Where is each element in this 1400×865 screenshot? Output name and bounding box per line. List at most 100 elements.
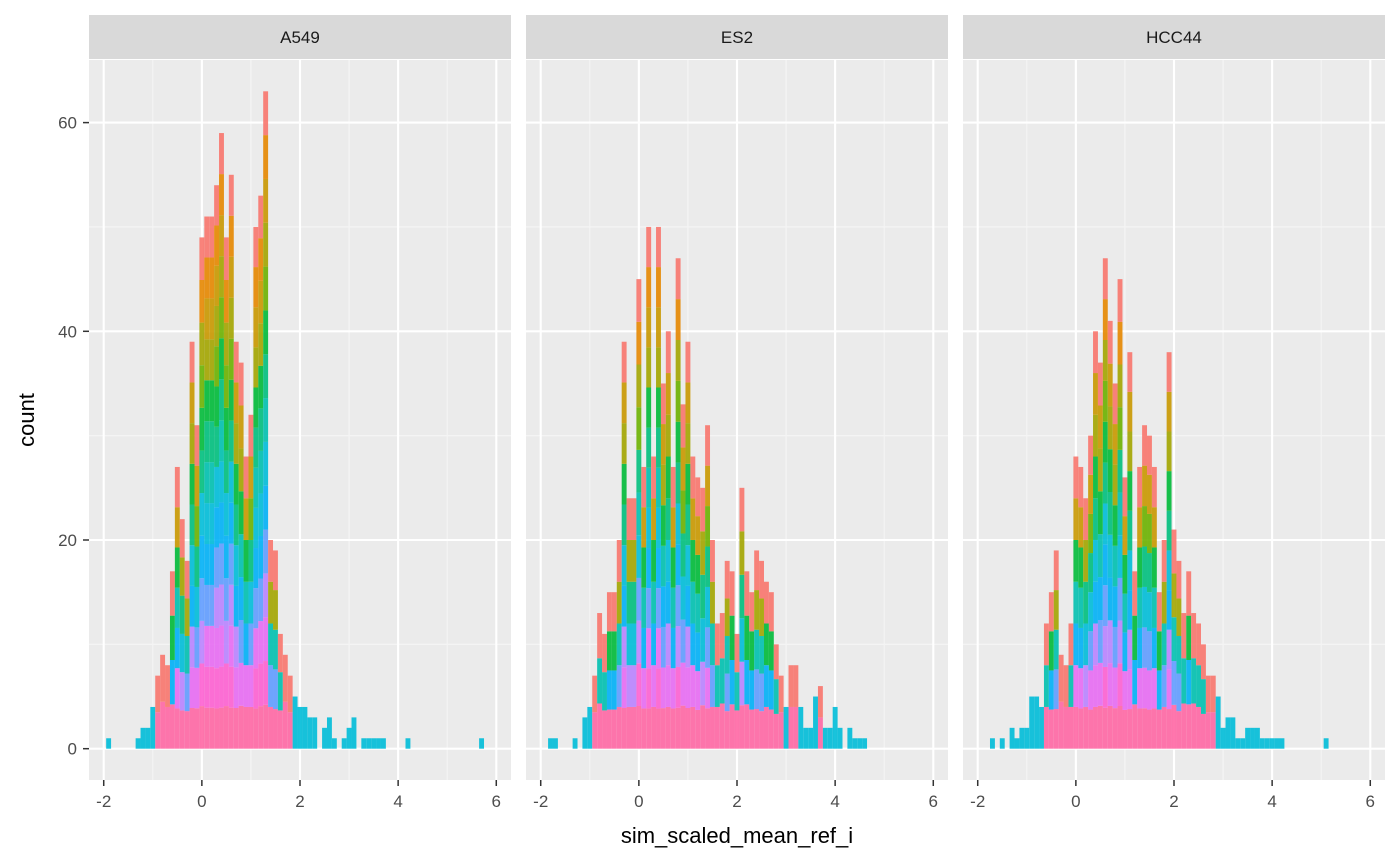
histogram-bar xyxy=(808,727,814,749)
histogram-bar xyxy=(1097,362,1103,749)
bar-segment xyxy=(1171,661,1177,705)
bar-segment xyxy=(219,666,224,708)
bar-segment xyxy=(1112,667,1118,709)
bar-segment xyxy=(636,620,642,664)
bar-segment xyxy=(1132,704,1138,749)
bar-segment xyxy=(626,498,632,540)
bar-segment xyxy=(749,670,755,710)
bar-segment xyxy=(1151,668,1157,709)
bar-segment xyxy=(1009,727,1015,749)
bar-segment xyxy=(1107,577,1113,621)
bar-segment xyxy=(223,493,229,536)
bar-segment xyxy=(675,258,681,300)
bar-segment xyxy=(656,708,661,749)
bar-segment xyxy=(773,644,779,680)
bar-segment xyxy=(1205,675,1211,713)
bar-segment xyxy=(238,405,244,449)
bar-segment xyxy=(724,598,730,636)
bar-segment xyxy=(616,665,622,707)
bar-segment xyxy=(1245,727,1251,749)
bar-segment xyxy=(243,665,249,707)
bar-segment xyxy=(243,706,249,749)
bar-segment xyxy=(258,663,264,707)
bar-segment xyxy=(169,704,175,749)
bar-segment xyxy=(1171,529,1177,574)
bar-segment xyxy=(1117,364,1123,408)
bar-segment xyxy=(243,456,249,499)
bar-segment xyxy=(621,626,627,668)
bar-segment xyxy=(729,615,735,660)
bar-segment xyxy=(312,717,318,749)
histogram-bar xyxy=(263,91,269,749)
bar-segment xyxy=(253,708,259,749)
bar-segment xyxy=(1151,547,1157,588)
bar-segment xyxy=(1122,477,1128,517)
bar-segment xyxy=(763,581,769,624)
bar-segment xyxy=(1043,706,1049,749)
bar-segment xyxy=(857,738,863,749)
bar-segment xyxy=(1102,421,1108,463)
bar-segment xyxy=(660,545,666,587)
histogram-bar xyxy=(768,592,774,749)
bar-segment xyxy=(1200,713,1206,749)
bar-segment xyxy=(1088,435,1094,475)
bar-segment xyxy=(106,738,112,749)
bar-segment xyxy=(194,546,200,587)
bar-segment xyxy=(700,661,706,706)
histogram-bar xyxy=(763,581,769,749)
histogram-bar xyxy=(1235,738,1241,749)
bar-segment xyxy=(174,627,180,669)
bar-segment xyxy=(238,620,244,663)
bar-segment xyxy=(204,584,210,626)
bar-segment xyxy=(808,727,814,749)
bar-segment xyxy=(685,667,691,708)
histogram-bar xyxy=(1151,466,1157,749)
bar-segment xyxy=(1137,547,1143,588)
bar-segment xyxy=(636,577,642,621)
bar-segment xyxy=(253,387,259,428)
histogram-bar xyxy=(243,456,249,749)
bar-segment xyxy=(209,666,215,708)
bar-segment xyxy=(1107,663,1113,706)
bar-segment xyxy=(219,256,224,298)
bar-segment xyxy=(366,738,372,749)
bar-segment xyxy=(1088,709,1094,749)
histogram-bar xyxy=(857,738,863,749)
bar-segment xyxy=(169,571,175,616)
bar-segment xyxy=(273,550,278,591)
bar-segment xyxy=(1240,738,1246,749)
bar-segment xyxy=(1093,414,1098,457)
bar-segment xyxy=(1142,667,1148,709)
bar-segment xyxy=(710,581,715,624)
bar-segment xyxy=(651,456,657,499)
bar-segment xyxy=(616,581,622,624)
bar-segment xyxy=(1107,620,1113,664)
bar-segment xyxy=(847,727,853,749)
bar-segment xyxy=(160,654,166,702)
bar-segment xyxy=(1166,590,1172,630)
bar-segment xyxy=(1186,571,1192,616)
histogram-bar xyxy=(140,727,146,749)
bar-segment xyxy=(263,266,269,311)
bar-segment xyxy=(1043,665,1049,707)
bar-segment xyxy=(1235,738,1241,749)
bar-segment xyxy=(1112,383,1118,425)
bar-segment xyxy=(204,625,210,667)
bar-segment xyxy=(729,704,735,749)
bar-segment xyxy=(268,540,274,582)
bar-segment xyxy=(258,323,264,366)
bar-segment xyxy=(1137,466,1143,508)
bar-segment xyxy=(714,623,720,666)
bar-segment xyxy=(263,354,269,399)
histogram-bar xyxy=(1117,279,1123,749)
bar-segment xyxy=(1264,738,1270,749)
y-tick-label: 60 xyxy=(58,114,77,133)
bar-segment xyxy=(646,267,652,308)
bar-segment xyxy=(783,706,789,749)
bar-segment xyxy=(1053,590,1059,630)
bar-segment xyxy=(592,712,598,749)
histogram-bar xyxy=(1200,644,1206,749)
histogram-bar xyxy=(322,727,327,749)
histogram-bar xyxy=(1078,466,1084,749)
bar-segment xyxy=(1107,705,1113,749)
